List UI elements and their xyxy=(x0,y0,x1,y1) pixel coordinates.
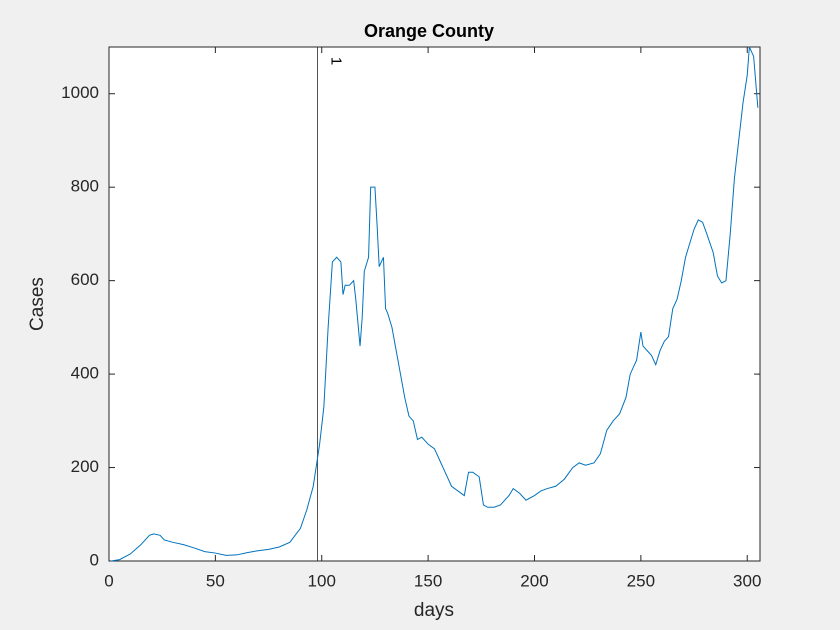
x-tick-label: 50 xyxy=(206,571,225,590)
x-tick-label: 200 xyxy=(520,571,548,590)
y-axis-label: Cases xyxy=(27,277,48,331)
y-tick-label: 800 xyxy=(71,177,99,196)
chart-title: Orange County xyxy=(364,21,494,41)
reference-label: 1 xyxy=(328,57,345,65)
x-tick-label: 0 xyxy=(104,571,113,590)
y-tick-label: 600 xyxy=(71,270,99,289)
x-tick-label: 150 xyxy=(414,571,442,590)
x-tick-label: 100 xyxy=(308,571,336,590)
x-axis-label: days xyxy=(414,600,454,621)
y-tick-label: 400 xyxy=(71,364,99,383)
y-tick-label: 200 xyxy=(71,457,99,476)
x-tick-label: 250 xyxy=(627,571,655,590)
y-tick-label: 1000 xyxy=(61,83,99,102)
line-series xyxy=(111,46,759,562)
y-tick-label: 0 xyxy=(90,550,99,569)
x-tick-label: 300 xyxy=(733,571,761,590)
plot-area xyxy=(108,46,761,562)
